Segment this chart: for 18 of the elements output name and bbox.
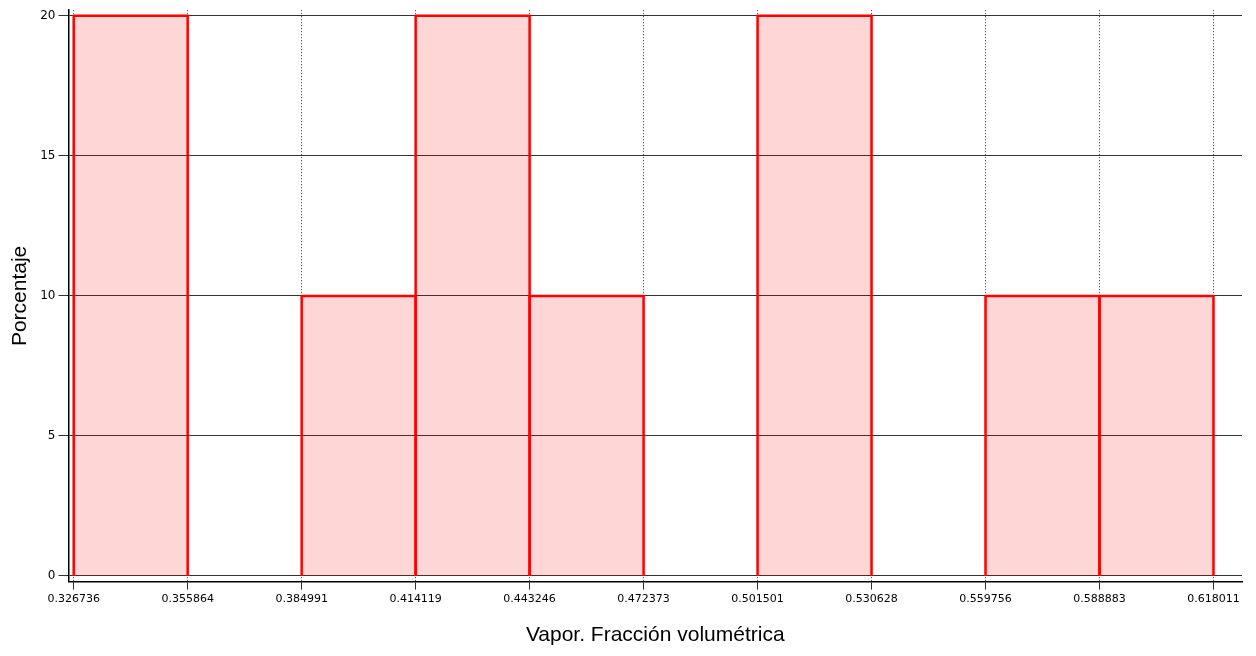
x-tick-label: 0.414119: [389, 592, 442, 606]
y-tick-label: 20: [40, 7, 56, 22]
x-tick-label: 0.326736: [47, 592, 100, 606]
y-axis-title: Porcentaje: [7, 245, 31, 347]
x-tick-label: 0.559756: [959, 592, 1012, 606]
x-tick-label: 0.443246: [503, 592, 556, 606]
y-tick-label: 10: [40, 288, 56, 303]
x-tick-label: 0.501501: [731, 592, 784, 606]
x-tick-label: 0.472373: [617, 592, 670, 606]
x-tick-label: 0.618011: [1187, 592, 1240, 606]
x-tick-label: 0.384991: [275, 592, 328, 606]
x-tick-label: 0.355864: [161, 592, 214, 606]
y-tick-label: 5: [47, 428, 56, 443]
x-tick-label: 0.530628: [845, 592, 898, 606]
x-tick-label: 0.588883: [1073, 592, 1126, 606]
x-axis-title: Vapor. Fracción volumétrica: [525, 622, 785, 646]
y-tick-label: 15: [40, 147, 56, 162]
y-tick-label: 0: [47, 568, 56, 583]
